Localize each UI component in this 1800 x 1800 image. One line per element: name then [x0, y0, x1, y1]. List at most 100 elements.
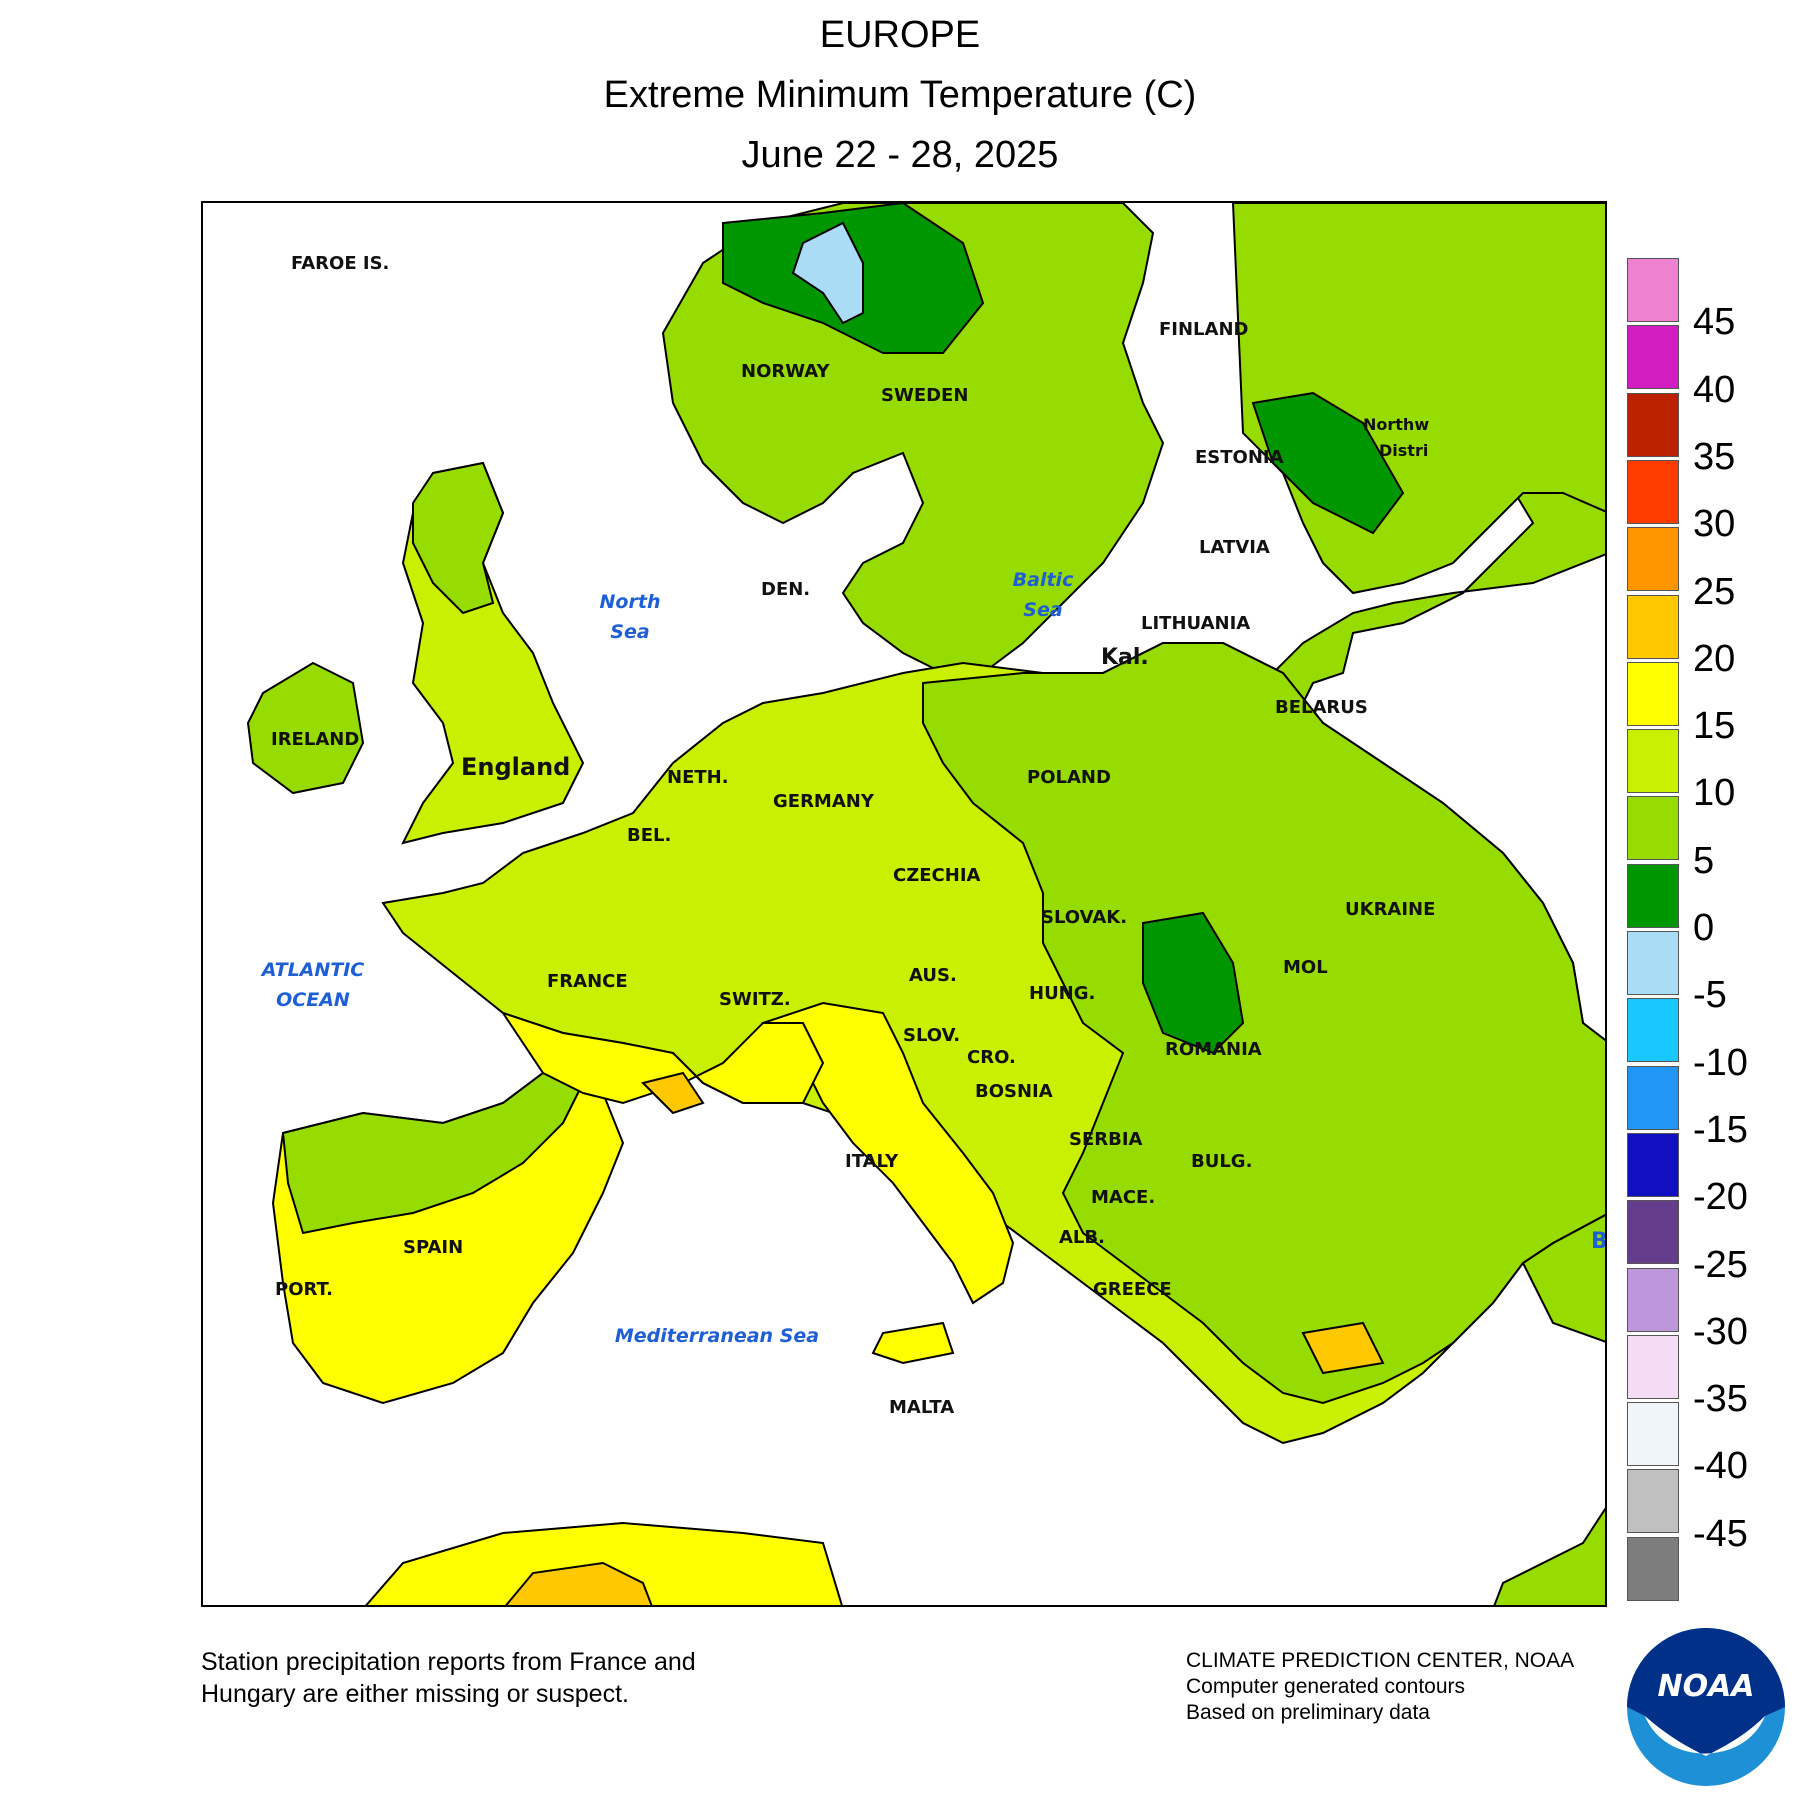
label-serbia: SERBIA [1069, 1129, 1143, 1150]
legend-tick-label: 20 [1693, 637, 1736, 680]
label-finland: FINLAND [1159, 319, 1249, 340]
temperature-map-svg [246, 203, 1605, 1605]
title-region: EUROPE [819, 14, 981, 56]
label-atlantic-line1: ATLANTIC [261, 959, 365, 981]
label-kaliningrad: Kal. [1101, 645, 1149, 670]
label-baltic-sea-line1: Baltic [1012, 569, 1074, 591]
label-albania: ALB. [1059, 1227, 1105, 1248]
label-atlantic-line2: OCEAN [276, 989, 350, 1011]
label-switzerland: SWITZ. [719, 989, 791, 1010]
title-variable: Extreme Minimum Temperature (C) [603, 74, 1197, 116]
noaa-logo-icon: NOAA [1627, 1628, 1785, 1786]
label-bulgaria: BULG. [1191, 1151, 1253, 1172]
label-belgium: BEL. [627, 825, 672, 846]
map-panel: FAROE IS. NORWAY SWEDEN FINLAND ESTONIA … [201, 201, 1607, 1607]
legend-tick-label: -10 [1693, 1041, 1748, 1084]
legend-swatch [1627, 998, 1679, 1063]
core-baltic-cold [1251, 391, 1405, 535]
note-line-1: Station precipitation reports from Franc… [201, 1648, 696, 1676]
region-italy [761, 1001, 1015, 1305]
core-norway-freeze [791, 221, 864, 325]
legend-tick-label: 30 [1693, 503, 1736, 546]
legend-swatch [1627, 863, 1679, 928]
note-line-2: Hungary are either missing or suspect. [201, 1680, 629, 1708]
legend-tick-label: 0 [1693, 907, 1715, 949]
label-baltic-sea-line2: Sea [1023, 599, 1063, 621]
legend-tick-label: -5 [1693, 974, 1727, 1017]
legend-swatch [1627, 931, 1679, 995]
label-lithuania: LITHUANIA [1141, 613, 1251, 634]
legend-tick-label: 25 [1693, 570, 1736, 613]
label-sweden: SWEDEN [881, 385, 969, 406]
legend-swatch [1627, 392, 1679, 457]
core-romania-cold [1142, 911, 1245, 1055]
legend-swatch [1627, 1200, 1679, 1265]
region-ireland [246, 661, 365, 795]
credit-line-3: Based on preliminary data [1186, 1701, 1430, 1724]
legend-swatch [1627, 459, 1679, 524]
noaa-logo-text: NOAA [1657, 1669, 1754, 1704]
credit-line-2: Computer generated contours [1186, 1675, 1465, 1698]
label-faroe: FAROE IS. [291, 253, 390, 274]
label-ukraine: UKRAINE [1345, 899, 1436, 920]
region-south-france [500, 1011, 825, 1105]
label-slovenia: SLOV. [903, 1025, 961, 1046]
credit-line-1: CLIMATE PREDICTION CENTER, NOAA [1186, 1649, 1575, 1672]
legend-tick-label: 40 [1693, 368, 1736, 411]
label-norway: NORWAY [741, 361, 830, 382]
region-east-green [922, 642, 1605, 1405]
label-netherlands: NETH. [667, 767, 729, 788]
label-hungary: HUNG. [1029, 983, 1096, 1004]
legend-tick-label: 10 [1693, 772, 1736, 815]
label-spain: SPAIN [403, 1237, 464, 1258]
legend-tick-label: 5 [1693, 839, 1715, 882]
legend-swatch [1627, 661, 1679, 726]
legend-tick-label: 35 [1693, 435, 1736, 478]
label-estonia: ESTONIA [1195, 447, 1284, 468]
label-croatia: CRO. [967, 1047, 1016, 1068]
label-mediterranean-sea: Mediterranean Sea [614, 1325, 820, 1347]
label-germany: GERMANY [773, 791, 874, 812]
label-baltic-sea: Baltic Sea [1003, 565, 1083, 625]
legend-swatch [1627, 1065, 1679, 1130]
label-czechia: CZECHIA [893, 865, 981, 886]
label-england: England [461, 753, 571, 781]
legend-swatch [1627, 729, 1679, 794]
label-north-sea-line2: Sea [610, 621, 650, 643]
patch-orange-provence [641, 1071, 705, 1115]
legend-tick-label: -35 [1693, 1378, 1748, 1421]
legend-tick-label: -15 [1693, 1108, 1748, 1151]
label-austria: AUS. [909, 965, 957, 986]
data-quality-note: Station precipitation reports from Franc… [201, 1646, 696, 1710]
label-northwest: Northw [1363, 415, 1430, 434]
credit-note: CLIMATE PREDICTION CENTER, NOAA Computer… [1186, 1648, 1574, 1726]
label-b-edge: B [1591, 1229, 1607, 1254]
label-portugal: PORT. [275, 1279, 333, 1300]
legend-swatch [1627, 1402, 1679, 1467]
legend-tick-label: -45 [1693, 1512, 1748, 1555]
legend-swatch [1627, 325, 1679, 390]
label-bosnia: BOSNIA [975, 1081, 1053, 1102]
label-denmark: DEN. [761, 579, 811, 600]
legend-swatch [1627, 796, 1679, 861]
label-france: FRANCE [547, 971, 628, 992]
patch-orange-africa [505, 1561, 653, 1605]
region-sicily [871, 1321, 955, 1365]
region-scotland-green [412, 461, 505, 615]
legend-tick-label: 45 [1693, 301, 1736, 344]
title-dates: June 22 - 28, 2025 [741, 134, 1059, 176]
legend-tick-label: -20 [1693, 1176, 1748, 1219]
legend-tick-label: 15 [1693, 705, 1736, 748]
legend-swatch [1627, 258, 1679, 322]
legend-swatch [1627, 1334, 1679, 1399]
label-poland: POLAND [1027, 767, 1111, 788]
label-north-sea: North Sea [595, 587, 665, 647]
label-italy: ITALY [845, 1151, 899, 1172]
legend-swatch [1627, 1469, 1679, 1534]
label-malta: MALTA [889, 1397, 955, 1418]
region-east-mainland [1221, 451, 1605, 1605]
label-ireland: IRELAND [271, 729, 360, 750]
label-north-sea-line1: North [599, 591, 661, 613]
legend-swatch [1627, 527, 1679, 592]
region-iberia-north [281, 1071, 585, 1235]
